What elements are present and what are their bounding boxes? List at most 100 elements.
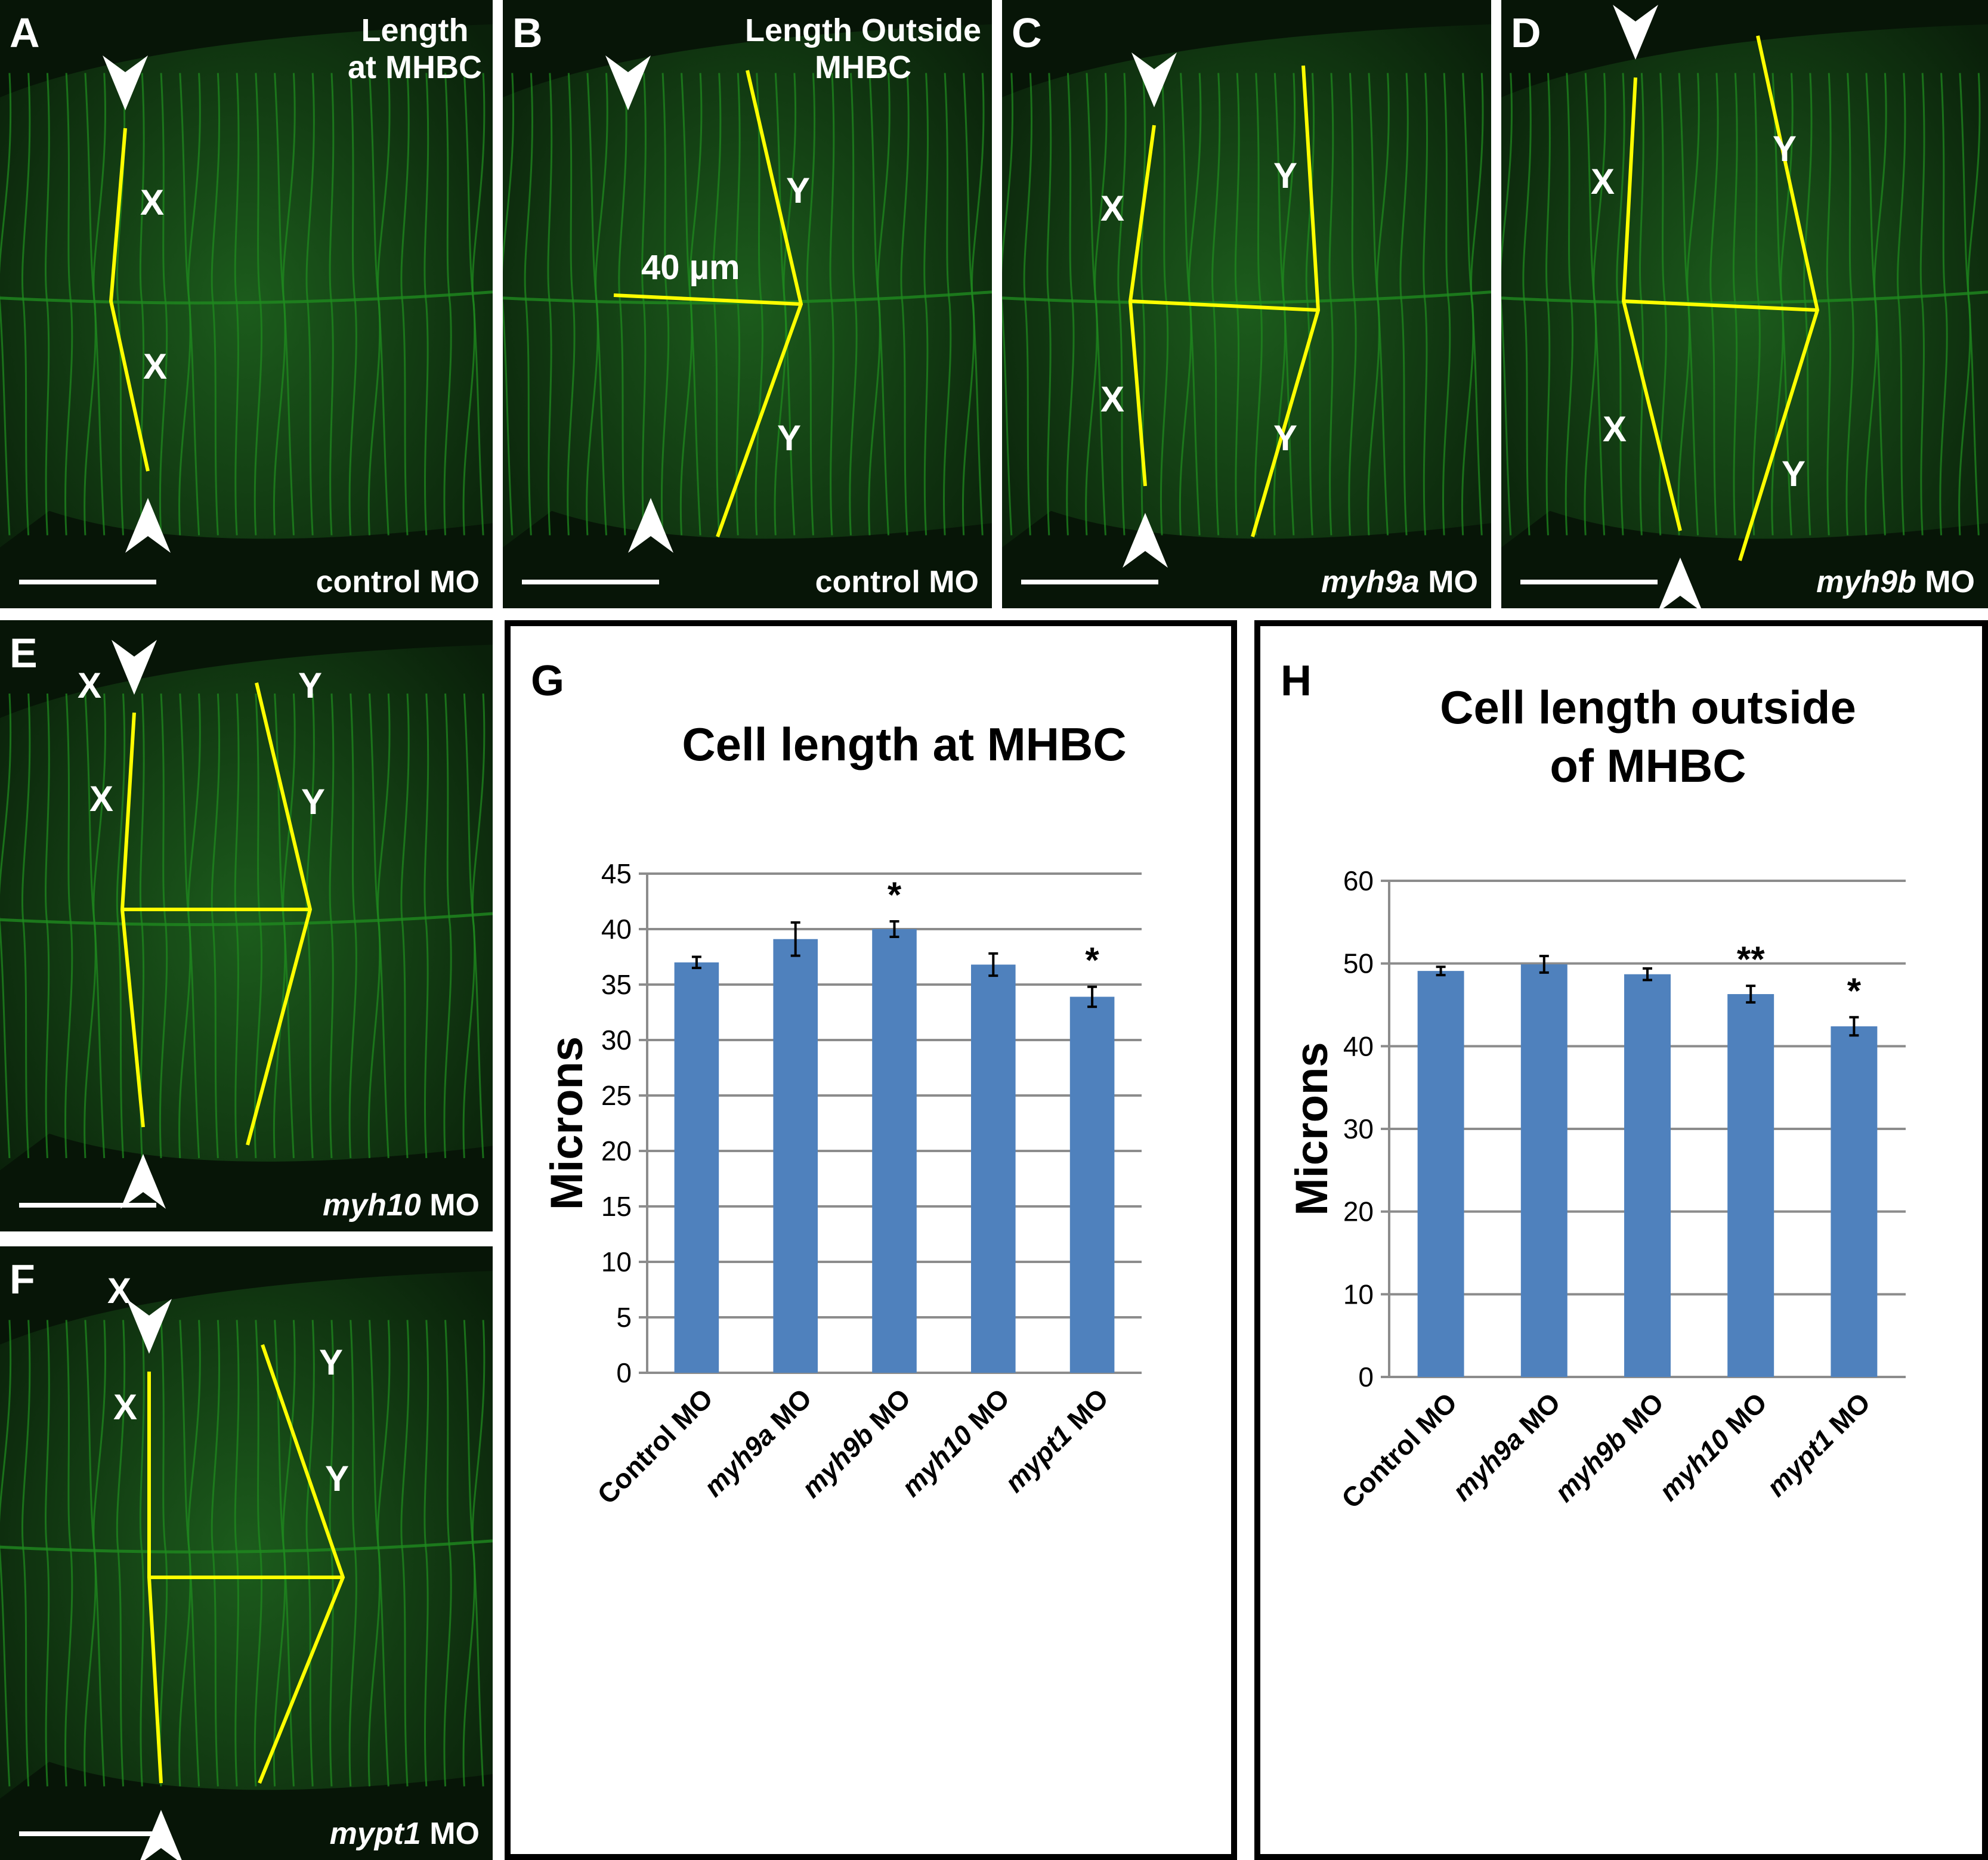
error-bar xyxy=(790,921,800,957)
bar xyxy=(872,929,917,1373)
error-bar xyxy=(1539,955,1549,974)
micrograph-image xyxy=(503,0,992,608)
length-label: Y xyxy=(777,418,802,458)
y-tick-label: 60 xyxy=(1343,865,1374,896)
y-tick-label: 30 xyxy=(1343,1113,1374,1144)
significance-marker: * xyxy=(888,875,902,915)
length-label: X xyxy=(78,666,102,705)
measurement-line xyxy=(613,293,802,306)
length-label: X xyxy=(89,779,114,819)
y-tick-label: 10 xyxy=(1343,1279,1374,1310)
length-label: Y xyxy=(301,782,326,822)
length-label: Y xyxy=(325,1459,350,1499)
error-bar xyxy=(1436,965,1446,977)
arrowhead-icon xyxy=(1123,513,1168,568)
arrowhead-icon xyxy=(126,1299,172,1354)
length-label: Y xyxy=(1782,454,1806,494)
category-label: Control MO xyxy=(1335,1387,1463,1514)
arrowhead-icon xyxy=(103,55,148,110)
condition-label: control MO xyxy=(815,565,979,599)
error-bar xyxy=(889,920,899,939)
arrowhead-icon xyxy=(628,498,673,553)
micrograph-image xyxy=(0,1246,493,1860)
measurement-line xyxy=(1130,299,1319,312)
bar xyxy=(970,964,1016,1373)
significance-marker: * xyxy=(1085,940,1099,980)
significance-marker: ** xyxy=(1737,939,1765,979)
micrograph-image xyxy=(1002,0,1491,608)
y-axis-label: Microns xyxy=(542,1036,592,1210)
length-label: Y xyxy=(1273,418,1298,458)
length-label: X xyxy=(107,1271,132,1311)
error-bar xyxy=(1087,985,1097,1008)
length-label: X xyxy=(113,1387,138,1427)
y-tick-label: 20 xyxy=(1343,1196,1374,1227)
category-label: myh10 MO xyxy=(1653,1387,1773,1506)
y-tick-label: 35 xyxy=(601,969,632,1000)
panel-letter: B xyxy=(512,10,543,56)
category-label: Control MO xyxy=(591,1382,719,1510)
length-label: Y xyxy=(1273,156,1298,196)
condition-label: control MO xyxy=(316,565,480,599)
bar xyxy=(1831,1026,1878,1377)
y-tick-label: 0 xyxy=(616,1357,632,1388)
chart-title: Cell length outside of MHBC xyxy=(1440,681,1856,792)
panel-letter: C xyxy=(1012,10,1042,56)
category-label: mypt1 MO xyxy=(1760,1387,1876,1502)
bar xyxy=(1417,971,1464,1377)
y-tick-label: 40 xyxy=(1343,1030,1374,1061)
error-bar xyxy=(1643,967,1652,982)
significance-marker: * xyxy=(1847,971,1862,1011)
length-label: Y xyxy=(1773,129,1797,169)
arrowhead-icon xyxy=(125,498,171,553)
arrowhead-icon xyxy=(120,1154,166,1209)
measurement-line xyxy=(109,128,150,472)
length-label: Y xyxy=(786,171,811,211)
micrograph-panel-a: A Length at MHBC control MO X X xyxy=(0,0,493,608)
panel-letter: F xyxy=(10,1256,35,1302)
panel-title: Length at MHBC xyxy=(348,13,482,86)
condition-label: myh9b MO xyxy=(1816,565,1975,599)
chart-panel-letter: G xyxy=(531,657,565,705)
error-bar xyxy=(988,952,998,977)
arrowhead-icon xyxy=(1613,5,1658,60)
y-tick-label: 10 xyxy=(601,1246,632,1277)
condition-label: myh9a MO xyxy=(1321,565,1478,599)
y-tick-label: 5 xyxy=(616,1302,632,1333)
error-bar xyxy=(691,955,701,970)
y-tick-label: 15 xyxy=(601,1191,632,1222)
chart-panel-h: H Cell length outside of MHBC 0 10 20 30 40 5… xyxy=(1254,620,1988,1860)
chart-panel-letter: H xyxy=(1281,657,1312,705)
y-tick-label: 20 xyxy=(601,1135,632,1166)
length-label: X xyxy=(1100,188,1125,228)
condition-label: mypt1 MO xyxy=(329,1816,480,1851)
error-bar xyxy=(1849,1016,1859,1037)
bar xyxy=(674,962,719,1373)
arrowhead-icon xyxy=(605,55,651,110)
arrowhead-icon xyxy=(112,640,157,695)
y-tick-label: 40 xyxy=(601,914,632,945)
length-label: Y xyxy=(319,1342,344,1382)
panel-title: Length Outside MHBC xyxy=(745,13,981,86)
measurement-label: 40 µm xyxy=(641,248,740,287)
arrowhead-icon xyxy=(1659,558,1702,608)
category-label: myh9a MO xyxy=(1446,1387,1566,1506)
y-tick-label: 45 xyxy=(601,858,632,889)
bar xyxy=(1624,974,1671,1377)
condition-label: myh10 MO xyxy=(323,1188,480,1223)
micrograph-image xyxy=(0,0,493,608)
length-label: X xyxy=(143,346,168,386)
panel-letter: A xyxy=(10,10,40,56)
length-label: X xyxy=(1591,162,1615,202)
bar xyxy=(773,939,818,1373)
panel-letter: E xyxy=(10,630,38,676)
micrograph-panel-b: B Length Outside MHBC control MO Y Y 40 µm xyxy=(503,0,992,608)
micrograph-image xyxy=(0,620,493,1231)
arrowhead-icon xyxy=(140,1810,182,1860)
